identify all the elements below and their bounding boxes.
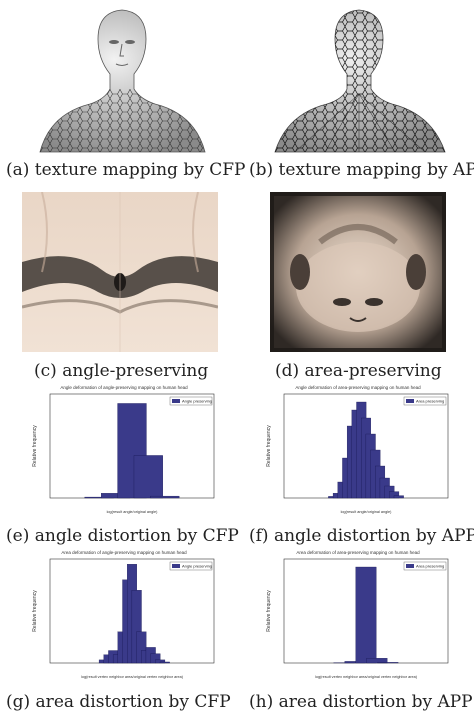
legend-label: Angle preserving [182, 564, 212, 569]
legend-swatch [172, 564, 180, 568]
legend-label: Area preserving [416, 564, 444, 569]
head-mesh-cfp-image [39, 9, 206, 153]
angle-distortion-app-chart: Angle deformation of area-preserving map… [266, 385, 449, 514]
legend-swatch [406, 399, 414, 403]
y-axis-label: Relative frequency [32, 590, 38, 632]
histogram-bar [366, 658, 388, 664]
legend-swatch [172, 399, 180, 403]
y-axis-label: Relative frequency [32, 425, 38, 467]
legend-box [169, 396, 213, 406]
chart-title: Angle deformation of angle-preserving ma… [60, 385, 188, 390]
chart-e: Angle deformation of angle-preserving ma… [28, 382, 220, 516]
angle-preserving-texture-image [22, 192, 218, 352]
chart-title: Area deformation of area-preserving mapp… [296, 550, 420, 555]
legend-label: Angle preserving [182, 399, 212, 404]
chart-f: Angle deformation of area-preserving map… [262, 382, 454, 516]
y-axis-label: Relative frequency [266, 590, 272, 632]
histogram-bar [133, 455, 163, 499]
legend-box [169, 561, 213, 571]
caption-b: (b) texture mapping by APP [249, 160, 474, 180]
y-axis-label: Relative frequency [266, 425, 272, 467]
histogram-bar [150, 495, 180, 499]
x-axis-label: log(result angle/original angle) [341, 510, 393, 514]
legend-label: Area preserving [416, 399, 444, 404]
area-distortion-app-chart: Area deformation of area-preserving mapp… [266, 550, 449, 679]
area-preserving-texture-image [270, 192, 446, 352]
chart-h: Area deformation of area-preserving mapp… [262, 547, 454, 681]
chart-g: Area deformation of angle-preserving map… [28, 547, 220, 681]
legend-box [403, 396, 447, 406]
caption-g: (g) area distortion by CFP [6, 692, 231, 712]
histogram-bar [355, 566, 377, 664]
histogram-bar [393, 495, 404, 499]
figure-a [10, 4, 235, 154]
histogram-bar [377, 662, 399, 664]
chart-title: Area deformation of angle-preserving map… [61, 550, 187, 555]
legend-swatch [406, 564, 414, 568]
caption-e: (e) angle distortion by CFP [6, 526, 239, 546]
caption-f: (f) angle distortion by APP [249, 526, 474, 546]
figure-c [22, 192, 218, 352]
chart-title: Angle deformation of area-preserving map… [295, 385, 421, 390]
caption-h: (h) area distortion by APP [249, 692, 473, 712]
x-axis-label: log(result vertex neighbor area/original… [315, 675, 418, 679]
caption-a: (a) texture mapping by CFP [6, 160, 246, 180]
caption-d: (d) area-preserving [275, 361, 442, 381]
x-axis-label: log(result angle/original angle) [107, 510, 159, 514]
figure-d [270, 192, 446, 352]
x-axis-label: log(result vertex neighbor area/original… [81, 675, 184, 679]
caption-c: (c) angle-preserving [34, 361, 209, 381]
histogram-bar [159, 661, 170, 664]
head-mesh-app-image [274, 9, 446, 153]
figure-b [255, 4, 470, 154]
area-distortion-cfp-chart: Area deformation of angle-preserving map… [32, 550, 215, 679]
angle-distortion-cfp-chart: Angle deformation of angle-preserving ma… [32, 385, 215, 514]
legend-box [403, 561, 447, 571]
